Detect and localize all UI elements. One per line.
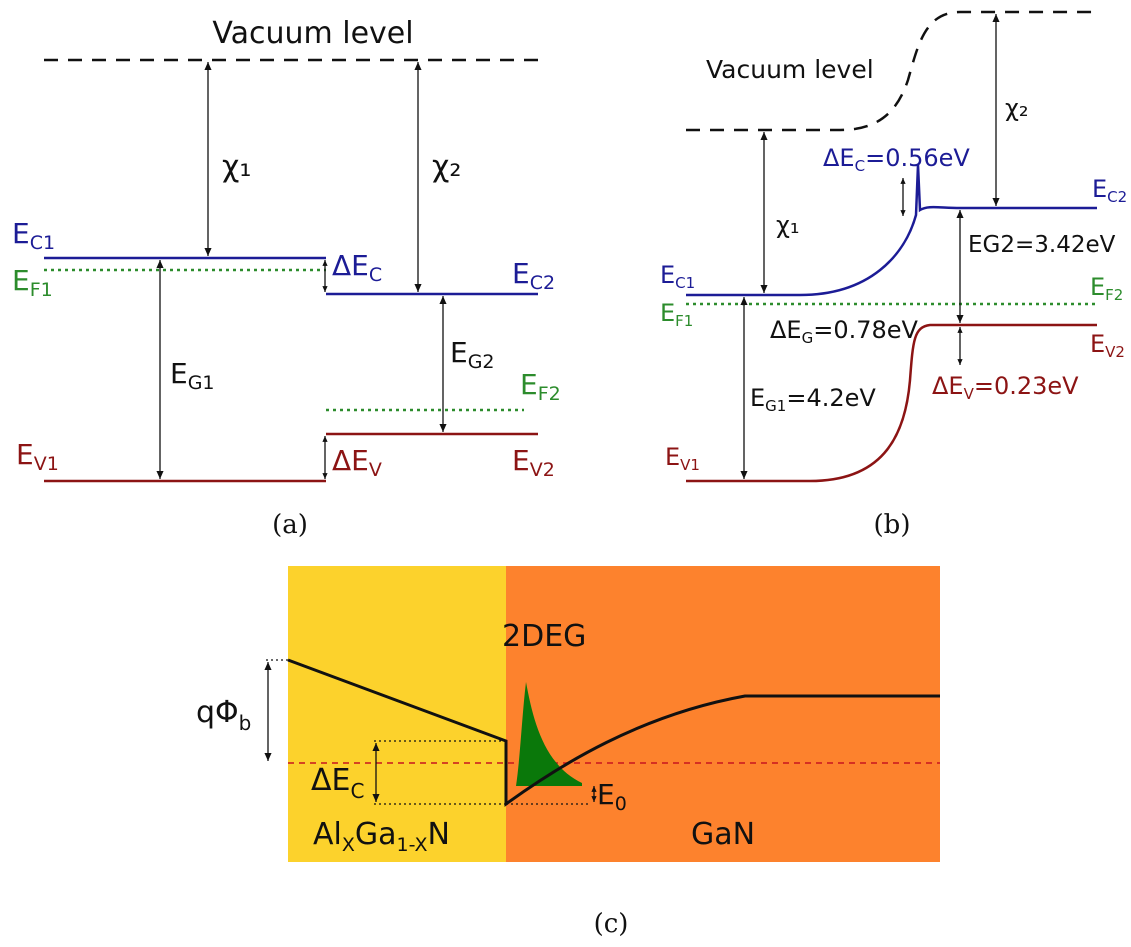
ev1-label: EV1 [16, 438, 59, 475]
qphi-label: qΦb [196, 695, 251, 735]
ec1-curve [686, 164, 1097, 297]
ev2-label: EV2 [1090, 330, 1125, 361]
panel-b: Vacuum level χ₁ χ₂ ΔEC=0.56eV EG2=3.42eV… [660, 10, 1127, 540]
gan-region [506, 566, 940, 862]
eg1-label: EG1 [170, 357, 215, 394]
caption-c: (c) [594, 909, 629, 939]
panel-c: qΦb 2DEG ΔEC E0 AlXGa1-XN GaN (c) [196, 566, 940, 939]
dec-label: ΔEC [311, 763, 364, 803]
dec-label: ΔEC [332, 249, 382, 286]
dev-label: ΔEV=0.23eV [932, 372, 1079, 403]
chi1-label: χ₁ [776, 211, 799, 239]
algan-region [288, 566, 506, 862]
ev1-label: EV1 [665, 443, 700, 474]
ef1-label: EF1 [12, 264, 53, 301]
dev-label: ΔEV [332, 444, 382, 481]
e0-label: E0 [597, 778, 627, 815]
ec1-label: EC1 [660, 261, 695, 292]
ef1-label: EF1 [660, 299, 693, 330]
vacuum-level-label: Vacuum level [706, 55, 874, 84]
ef2-label: EF2 [1090, 273, 1123, 304]
ef2-label: EF2 [520, 368, 561, 405]
2deg-label: 2DEG [502, 619, 586, 654]
vacuum-level-label: Vacuum level [212, 16, 413, 51]
dg-label: ΔEG=0.78eV [770, 316, 919, 347]
ev2-label: EV2 [512, 444, 555, 481]
dec-label: ΔEC=0.56eV [823, 144, 970, 175]
panel-a: Vacuum level χ₁ χ₂ EC1 EF1 EV1 EC2 EF2 E… [12, 16, 561, 540]
2deg-well-fill [516, 682, 582, 786]
ec2-label: EC2 [1092, 175, 1127, 206]
vacuum-level-curve [686, 10, 1098, 132]
caption-b: (b) [874, 510, 911, 540]
ec2-label: EC2 [512, 257, 555, 294]
chi2-label: χ₂ [1005, 94, 1028, 122]
eg1-label: EG1=4.2eV [750, 384, 876, 415]
eg2-label: EG2 [450, 336, 495, 373]
ec1-label: EC1 [12, 217, 55, 254]
ev-curve [686, 323, 1097, 483]
conduction-band-profile [287, 658, 940, 807]
gan-label: GaN [691, 817, 755, 852]
eg2-label: EG2=3.42eV [968, 232, 1116, 258]
caption-a: (a) [272, 510, 308, 540]
chi1-label: χ₁ [222, 149, 251, 184]
algan-label: AlXGa1-XN [313, 817, 450, 856]
chi2-label: χ₂ [432, 149, 461, 184]
